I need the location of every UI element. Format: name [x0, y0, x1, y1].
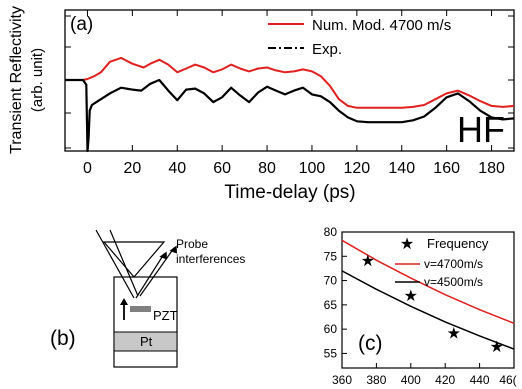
pzt-label: PZT — [153, 308, 178, 323]
panel-a-y-axis-label: Transient Reflectivity — [8, 6, 25, 154]
series-line-exp — [65, 78, 515, 153]
probe-label-line2: interferences — [176, 252, 245, 266]
probe-label: Probe — [176, 237, 208, 251]
x-tick-label: 60 — [213, 160, 231, 177]
panel-c-points: ★ ★ ★ ★ — [361, 253, 504, 356]
panel-a: 0 20 40 60 80 100 120 140 160 180 (a) HF Num. Mod… — [8, 6, 515, 203]
frequency-point: ★ — [361, 253, 375, 270]
x-tick-label: 46( — [499, 373, 516, 387]
legend-label-4700: v=4700m/s — [424, 257, 483, 271]
frequency-point: ★ — [404, 288, 418, 305]
incident-beam-1 — [95, 229, 135, 299]
strain-arrowhead — [120, 298, 128, 305]
panel-c-y-ticks: 55 60 65 70 75 80 — [324, 225, 347, 360]
panel-a-x-axis-label: Time-delay (ps) — [224, 182, 355, 203]
panel-a-legend: Num. Mod. 4700 m/s Exp. — [268, 17, 451, 58]
panel-a-y-ticks — [65, 15, 514, 149]
prism — [102, 241, 166, 278]
x-tick-label: 160 — [433, 160, 460, 177]
x-tick-label: 0 — [83, 160, 92, 177]
x-tick-label: 400 — [401, 373, 421, 387]
panel-c-series — [341, 239, 515, 350]
y-tick-label: 60 — [324, 322, 338, 336]
panel-c-x-ticks: 360 380 400 420 440 46( — [332, 363, 517, 387]
reflected-arrowhead-2 — [169, 245, 178, 254]
panel-c-label: (c) — [358, 332, 383, 355]
legend-star-icon: ★ — [400, 236, 414, 253]
x-tick-label: 180 — [478, 160, 505, 177]
series-line-v-4700m-s — [341, 239, 515, 324]
frequency-point: ★ — [447, 326, 461, 343]
panel-a-series — [65, 56, 515, 153]
legend-label-num-mod: Num. Mod. 4700 m/s — [312, 17, 451, 34]
x-tick-label: 40 — [168, 160, 186, 177]
panel-a-x-ticks: 0 20 40 60 80 100 120 140 160 180 — [83, 10, 505, 177]
panel-a-label: (a) — [70, 14, 93, 35]
panel-c-legend: ★ Frequency v=4700m/s v=4500m/s — [395, 236, 489, 289]
panel-c-frame — [341, 231, 515, 369]
y-tick-label: 65 — [324, 298, 338, 312]
y-tick-label: 75 — [324, 249, 338, 263]
y-tick-label: 55 — [324, 346, 338, 360]
x-tick-label: 80 — [258, 160, 276, 177]
y-tick-label: 80 — [324, 225, 338, 239]
reflected-arrowhead-1 — [159, 251, 168, 260]
panel-b: PZT Pt Probe interferences (b) — [50, 229, 245, 368]
x-tick-label: 360 — [332, 373, 352, 387]
pt-layer — [113, 331, 178, 352]
series-line-v-4500m-s — [341, 270, 515, 350]
panel-c: 360 380 400 420 440 46( 55 60 65 70 75 80 ★ ★ ★ ★ (c)… — [324, 225, 517, 387]
x-tick-label: 420 — [435, 373, 455, 387]
panel-b-label: (b) — [50, 327, 76, 350]
x-tick-label: 100 — [299, 160, 326, 177]
pt-label: Pt — [140, 334, 153, 349]
legend-label-frequency: Frequency — [427, 236, 489, 251]
x-tick-label: 140 — [388, 160, 415, 177]
x-tick-label: 120 — [343, 160, 370, 177]
frequency-point: ★ — [490, 339, 504, 356]
y-tick-label: 70 — [324, 274, 338, 288]
reflected-beam-1 — [135, 253, 165, 299]
legend-label-4500: v=4500m/s — [424, 275, 483, 289]
x-tick-label: 440 — [470, 373, 490, 387]
legend-label-exp: Exp. — [312, 41, 342, 58]
panel-a-y-axis-label-unit: (arb. unit) — [29, 48, 46, 112]
panel-a-watermark: HF — [457, 109, 505, 150]
reflected-beam-2 — [139, 247, 175, 297]
x-tick-label: 380 — [366, 373, 386, 387]
series-line-num-mod-4700-m-s — [65, 56, 515, 109]
incident-beam-2 — [109, 229, 139, 297]
sample-outline — [113, 276, 178, 368]
x-tick-label: 20 — [123, 160, 141, 177]
